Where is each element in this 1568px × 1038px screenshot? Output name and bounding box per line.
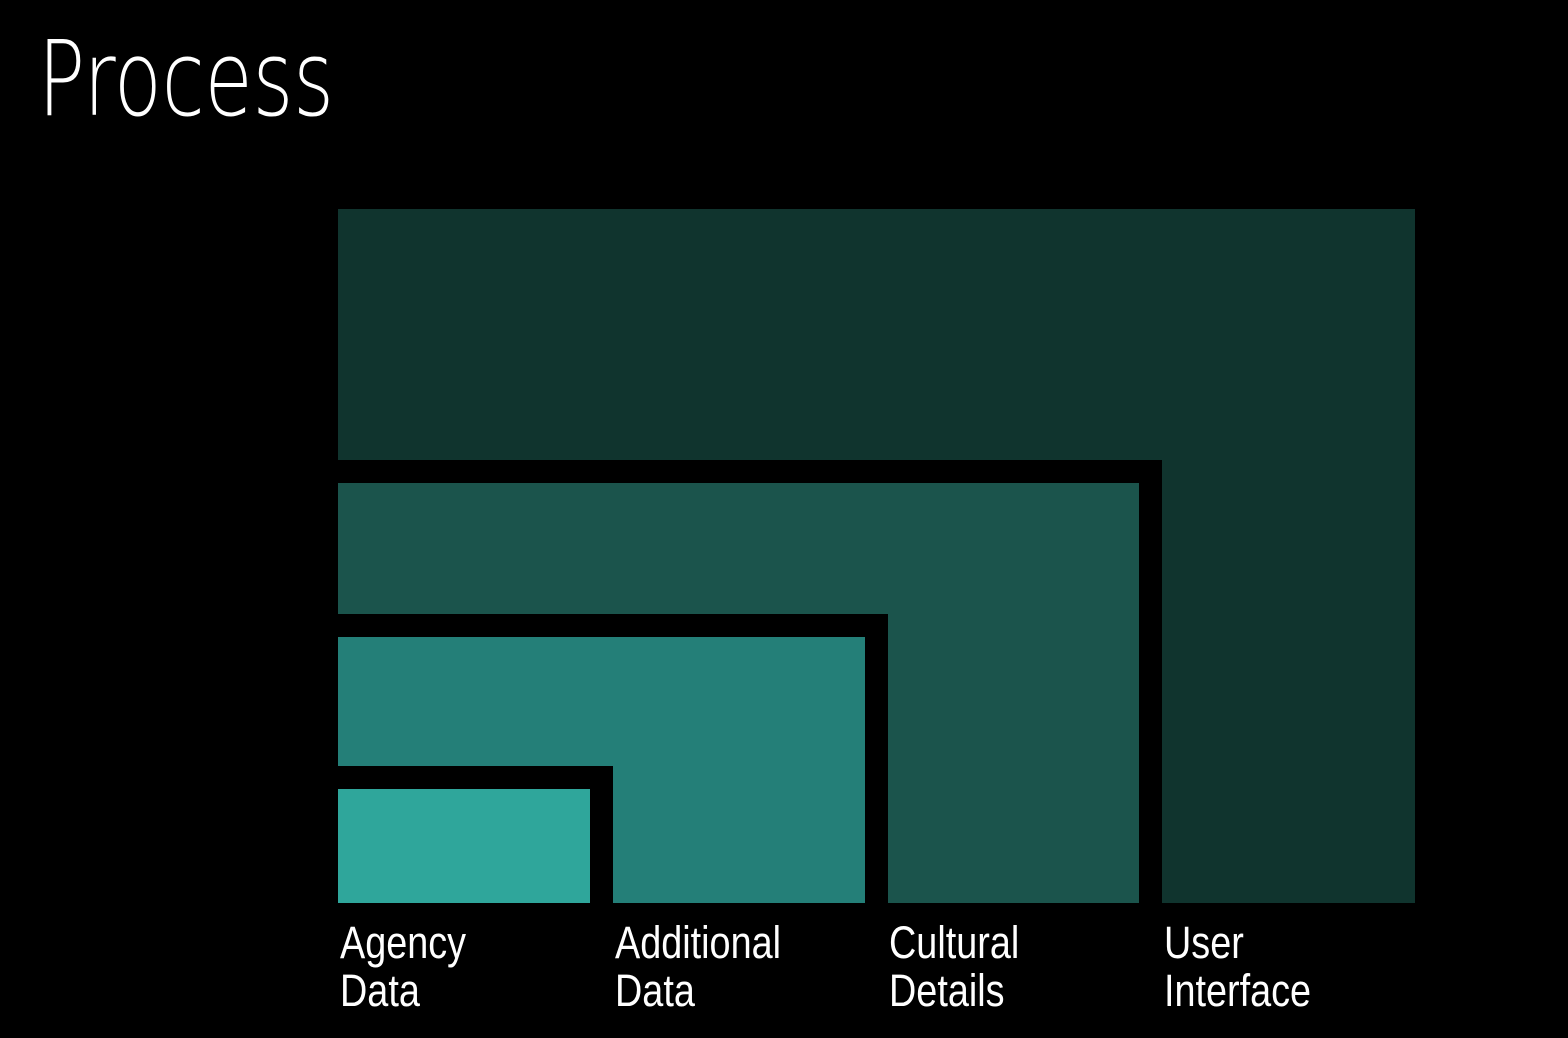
page-title: Process — [38, 18, 334, 140]
layer-label-agency-data: Agency Data — [340, 917, 467, 1016]
labels-row: User Interface Cultural Details Additional… — [0, 919, 1568, 1038]
layer-rect-agency-data — [338, 766, 613, 903]
layer-label-cultural-details: Cultural Details — [889, 917, 1020, 1016]
layer-label-additional-data: Additional Data — [615, 917, 782, 1016]
nested-diagram — [338, 209, 1415, 903]
layer-label-user-interface: User Interface — [1164, 917, 1312, 1016]
